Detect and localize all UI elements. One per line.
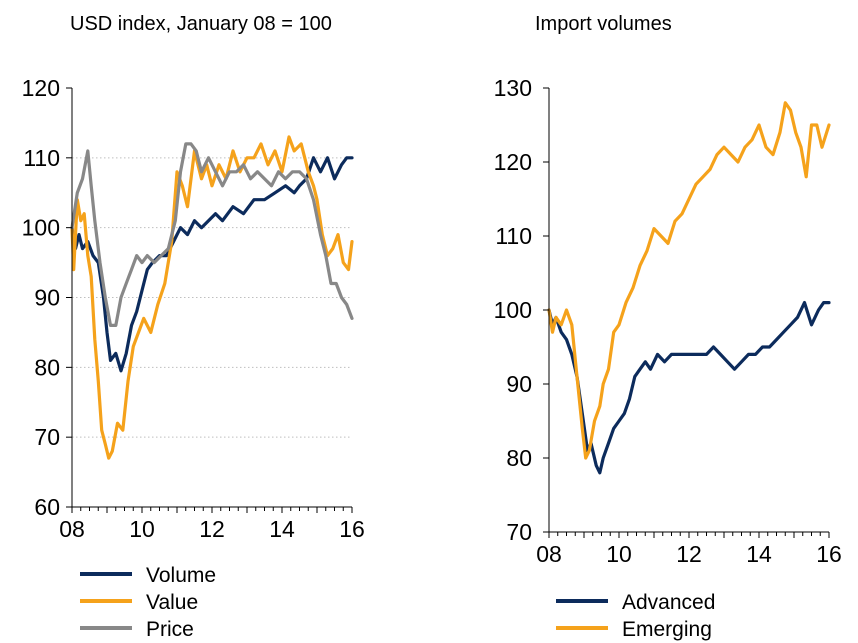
x-tick-label: 12 [676,541,702,567]
right-legend: Advanced Emerging [556,591,715,641]
x-tick-label: 14 [269,516,295,542]
x-tick-label: 14 [746,541,772,567]
y-tick-label: 80 [34,354,60,380]
y-tick-label: 110 [495,223,532,249]
left-legend: Volume Value Price [80,564,216,641]
left-chart-title: USD index, January 08 = 100 [70,13,332,35]
x-tick-label: 10 [606,541,632,567]
y-tick-label: 80 [506,445,532,471]
y-tick-label: 130 [494,75,532,101]
right-chart: Import volumes 70 80 90 100 110 120 130 08 10 12 1… [494,13,842,641]
y-tick-label: 120 [22,75,60,101]
legend-label-value: Value [146,591,198,614]
y-tick-label: 100 [494,297,532,323]
y-tick-label: 70 [506,519,532,545]
legend-label-price: Price [146,618,194,641]
y-tick-label: 90 [506,371,532,397]
series-line-advanced [547,301,831,475]
y-tick-label: 100 [22,215,60,241]
series-line-price [70,142,354,327]
legend-label-volume: Volume [146,564,216,587]
y-tick-label: 60 [34,494,60,520]
x-tick-label: 08 [536,541,562,567]
x-tick-label: 16 [339,516,365,542]
y-tick-label: 90 [34,285,60,311]
x-tick-label: 08 [59,516,85,542]
x-tick-label: 16 [816,541,842,567]
x-tick-label: 10 [129,516,155,542]
series-line-emerging [547,101,831,460]
y-tick-label: 120 [494,149,532,175]
left-chart: USD index, January 08 = 100 60 70 80 90 100 1… [22,13,365,641]
legend-label-emerging: Emerging [622,618,712,641]
right-chart-title: Import volumes [535,13,672,35]
legend-label-advanced: Advanced [622,591,715,614]
y-tick-label: 70 [34,424,60,450]
y-tick-label: 110 [23,145,60,171]
x-tick-label: 12 [199,516,225,542]
